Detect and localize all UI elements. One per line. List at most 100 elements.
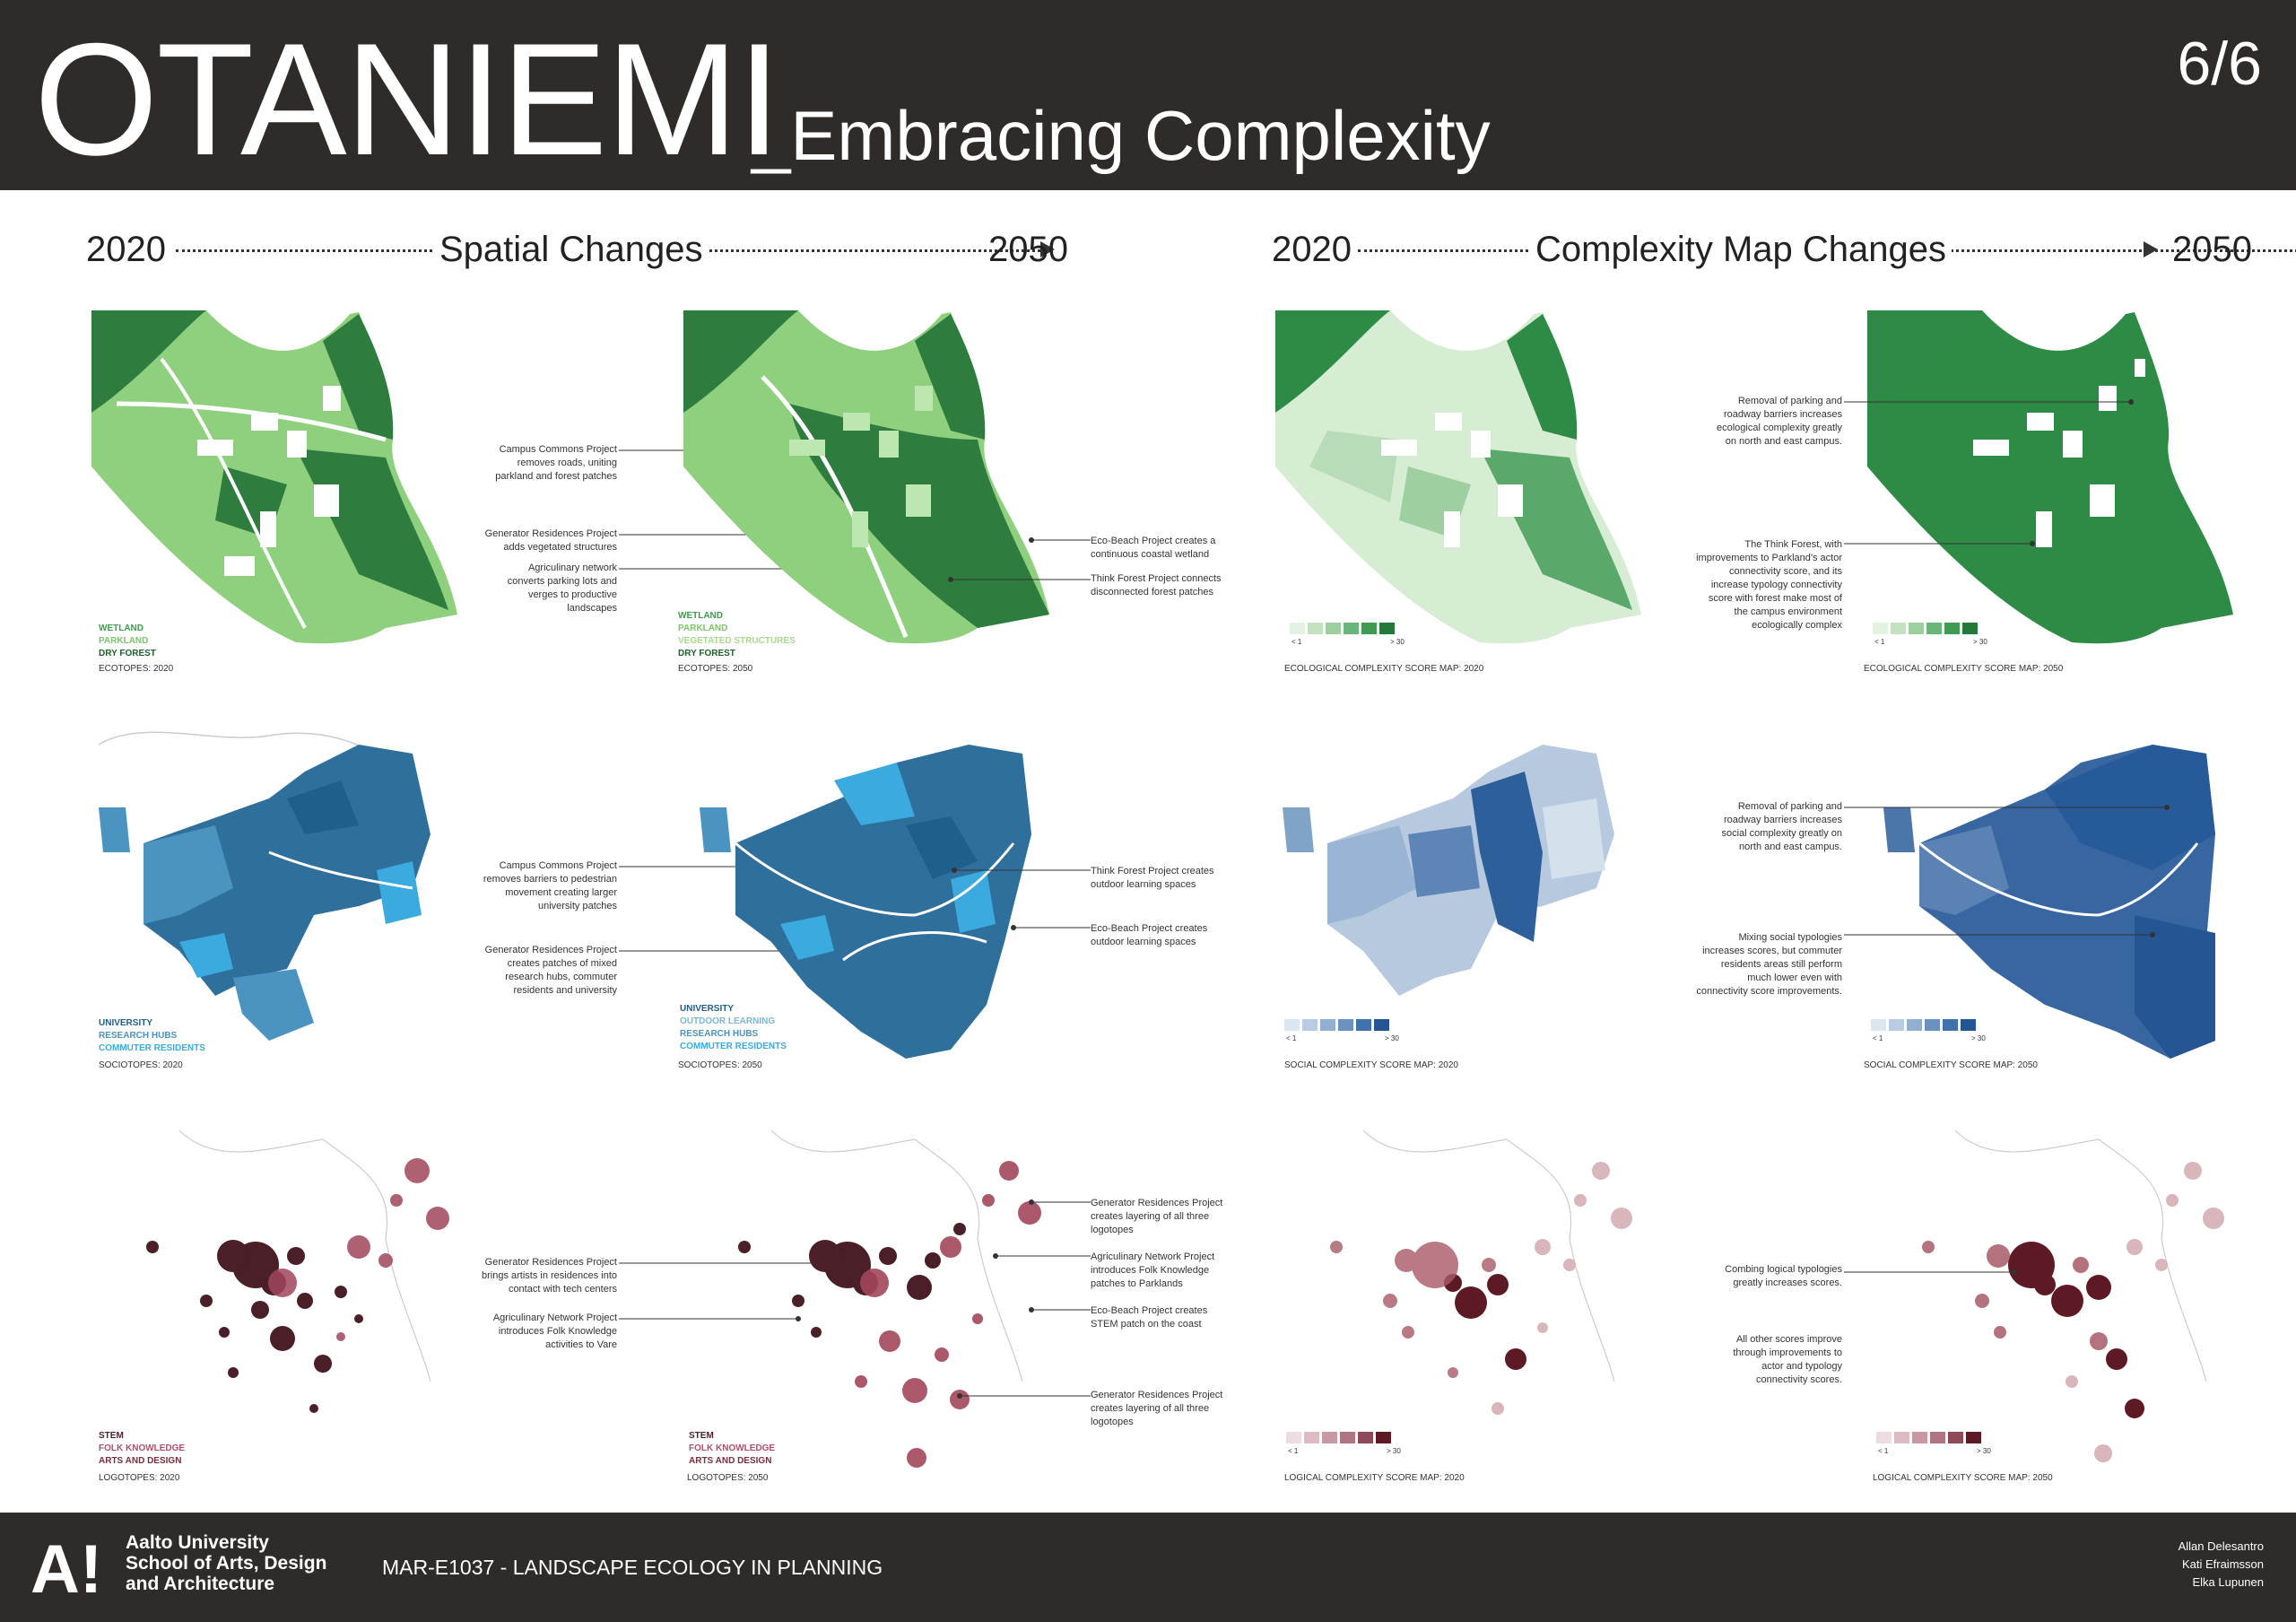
map-caption: SOCIOTOPES: 2020 — [99, 1060, 183, 1070]
map-caption: LOGICAL COMPLEXITY SCORE MAP: 2020 — [1284, 1473, 1465, 1483]
legend-item: DRY FOREST — [678, 649, 735, 658]
page-subtitle: _Embracing Complexity — [752, 96, 1491, 175]
sociotopes-map-2020 — [98, 731, 430, 1041]
ecotopes-map-2050 — [683, 310, 1049, 644]
author-name: Kati Efraimsson — [2181, 1557, 2264, 1571]
scale-min-label: < 1 — [1878, 1447, 1889, 1455]
section-start-year: 2020 — [1272, 230, 1352, 269]
author-name: Allan Delesantro — [2178, 1539, 2264, 1553]
annotation: Agriculinary Network Project introduces … — [1091, 1251, 1215, 1289]
annotation: Removal of parking and roadway barriers … — [1721, 801, 1842, 852]
annotation: Eco-Beach Project creates outdoor learni… — [1091, 923, 1208, 947]
section-end-year: 2050 — [2172, 230, 2252, 269]
section-start-year: 2020 — [86, 230, 166, 269]
logotopes-map-2020 — [146, 1129, 449, 1413]
footer-bar: A! Aalto University School of Arts, Desi… — [0, 1513, 2296, 1622]
score-scale-logical-2020: < 1 > 30 — [1286, 1432, 1412, 1459]
legend-item: DRY FOREST — [99, 649, 156, 658]
scale-max-label: > 30 — [1971, 1034, 1986, 1042]
university-name: Aalto University School of Arts, Design … — [126, 1532, 327, 1594]
annotation-leader-lines — [1844, 399, 2134, 546]
legend-sociotopes-2020: UNIVERSITY RESEARCH HUBS COMMUTER RESIDE… — [99, 1017, 205, 1055]
scale-min-label: < 1 — [1292, 638, 1302, 646]
logical-complexity-map-2050 — [1922, 1129, 2224, 1462]
annotation: Combing logical typologies greatly incre… — [1725, 1264, 1842, 1288]
annotation: Campus Commons Project removes roads, un… — [495, 444, 617, 482]
legend-logotopes-2050: STEM FOLK KNOWLEDGE ARTS AND DESIGN — [689, 1430, 775, 1468]
map-caption: LOGOTOPES: 2020 — [99, 1473, 180, 1483]
section-header-complexity: 2020 Complexity Map Changes 2050 — [1272, 224, 2296, 275]
annotation-leader-lines — [1844, 1269, 2017, 1275]
score-scale-eco-2020: < 1 > 30 — [1290, 623, 1415, 650]
legend-item: PARKLAND — [678, 624, 728, 633]
map-caption: SOCIAL COMPLEXITY SCORE MAP: 2050 — [1864, 1060, 2038, 1070]
legend-item: FOLK KNOWLEDGE — [99, 1443, 186, 1453]
legend-item: COMMUTER RESIDENTS — [99, 1043, 205, 1053]
annotation: Agriculinary network converts parking lo… — [507, 562, 617, 614]
map-caption: SOCIOTOPES: 2050 — [678, 1060, 762, 1070]
legend-item: OUTDOOR LEARNING — [680, 1016, 776, 1026]
annotation: Campus Commons Project removes barriers … — [483, 860, 617, 911]
logotopes-map-2050 — [738, 1129, 1041, 1468]
scale-min-label: < 1 — [1873, 1034, 1883, 1042]
scale-max-label: > 30 — [1390, 638, 1405, 646]
ecological-complexity-map-2050 — [1867, 310, 2233, 644]
scale-max-label: > 30 — [1973, 638, 1987, 646]
legend-item: STEM — [99, 1431, 124, 1441]
annotation: Think Forest Project connects disconnect… — [1091, 573, 1222, 597]
legend-item: PARKLAND — [99, 636, 149, 646]
legend-item: FOLK KNOWLEDGE — [689, 1443, 776, 1453]
legend-ecotopes-2050: WETLAND PARKLAND VEGETATED STRUCTURES DR… — [678, 610, 796, 660]
section-label: Spatial Changes — [434, 224, 709, 275]
annotation: Generator Residences Project brings arti… — [481, 1257, 617, 1295]
annotation: Removal of parking and roadway barriers … — [1716, 396, 1842, 447]
legend-item: WETLAND — [678, 611, 723, 621]
legend-item: COMMUTER RESIDENTS — [680, 1042, 787, 1051]
author-name: Elka Lupunen — [2192, 1575, 2264, 1589]
arrow-icon — [2144, 241, 2158, 257]
annotation: Think Forest Project creates outdoor lea… — [1091, 866, 1214, 890]
legend-sociotopes-2050: UNIVERSITY OUTDOOR LEARNING RESEARCH HUB… — [680, 1003, 787, 1053]
scale-max-label: > 30 — [1977, 1447, 1991, 1455]
course-code: MAR-E1037 - LANDSCAPE ECOLOGY IN PLANNIN… — [382, 1556, 883, 1579]
header-banner: OTANIEMI _Embracing Complexity 6/6 — [0, 0, 2296, 190]
score-scale-social-2020: < 1 > 30 — [1284, 1019, 1410, 1046]
legend-item: RESEARCH HUBS — [680, 1029, 759, 1039]
ecological-complexity-map-2020 — [1275, 310, 1641, 644]
legend-item: UNIVERSITY — [99, 1018, 153, 1028]
legend-item: ARTS AND DESIGN — [689, 1456, 772, 1466]
score-scale-social-2050: < 1 > 30 — [1871, 1019, 1996, 1046]
map-caption: LOGICAL COMPLEXITY SCORE MAP: 2050 — [1873, 1473, 2053, 1483]
annotation: Eco-Beach Project creates STEM patch on … — [1091, 1305, 1208, 1330]
page-number: 6/6 — [2177, 30, 2262, 98]
scale-min-label: < 1 — [1874, 638, 1885, 646]
legend-item: STEM — [689, 1431, 714, 1441]
annotation: Generator Residences Project creates lay… — [1091, 1198, 1223, 1235]
scale-min-label: < 1 — [1288, 1447, 1299, 1455]
ecotopes-map-2020 — [91, 310, 457, 644]
annotation-leader-lines — [952, 868, 1091, 930]
annotation: All other scores improve through improve… — [1733, 1334, 1842, 1385]
map-caption: ECOLOGICAL COMPLEXITY SCORE MAP: 2020 — [1284, 664, 1484, 674]
annotation: Agriculinary Network Project introduces … — [492, 1312, 617, 1350]
social-complexity-map-2020 — [1283, 745, 1614, 996]
annotation: Generator Residences Project creates lay… — [1091, 1390, 1223, 1427]
legend-item: ARTS AND DESIGN — [99, 1456, 182, 1466]
annotation-leader-lines — [957, 1199, 1091, 1399]
legend-item: VEGETATED STRUCTURES — [678, 636, 796, 646]
map-caption: ECOTOPES: 2020 — [99, 664, 174, 674]
sociotopes-map-2050 — [700, 745, 1031, 1059]
annotation: The Think Forest, with improvements to P… — [1696, 539, 1842, 631]
map-caption: ECOLOGICAL COMPLEXITY SCORE MAP: 2050 — [1864, 664, 2064, 674]
annotation: Mixing social typologies increases score… — [1696, 932, 1842, 997]
legend-ecotopes-2020: WETLAND PARKLAND DRY FOREST — [99, 623, 156, 660]
legend-logotopes-2020: STEM FOLK KNOWLEDGE ARTS AND DESIGN — [99, 1430, 185, 1468]
legend-item: RESEARCH HUBS — [99, 1031, 178, 1041]
map-caption: SOCIAL COMPLEXITY SCORE MAP: 2020 — [1284, 1060, 1458, 1070]
section-label: Complexity Map Changes — [1530, 224, 1952, 275]
legend-item: UNIVERSITY — [680, 1004, 735, 1014]
annotation: Generator Residences Project adds vegeta… — [484, 528, 617, 553]
logical-complexity-map-2020 — [1330, 1129, 1632, 1415]
map-caption: LOGOTOPES: 2050 — [687, 1473, 769, 1483]
annotation: Eco-Beach Project creates a continuous c… — [1091, 536, 1216, 560]
